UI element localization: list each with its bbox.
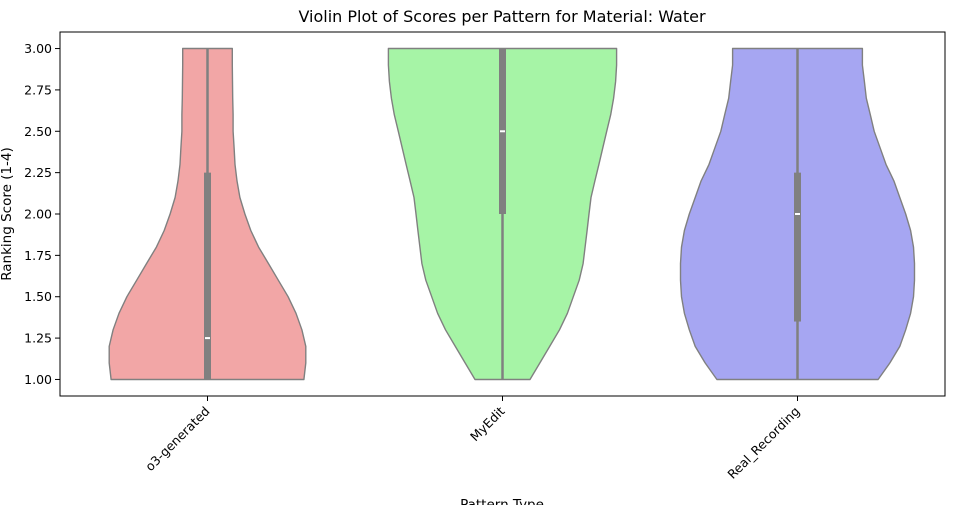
y-tick-label: 1.00 xyxy=(24,372,52,387)
x-tick-label: MyEdit xyxy=(467,403,508,444)
y-tick-label: 2.75 xyxy=(24,82,52,97)
chart-title: Violin Plot of Scores per Pattern for Ma… xyxy=(298,7,706,26)
y-tick-label: 1.25 xyxy=(24,331,52,346)
y-tick-label: 3.00 xyxy=(24,41,52,56)
iqr-box-o3-generated xyxy=(204,172,211,380)
plot-frame xyxy=(59,31,946,397)
y-tick-label: 1.50 xyxy=(24,289,52,304)
y-tick-label: 2.00 xyxy=(24,207,52,222)
x-axis-title: Pattern Type xyxy=(460,497,544,505)
y-tick-label: 1.75 xyxy=(24,248,52,263)
y-axis-title: Ranking Score (1-4) xyxy=(0,147,15,281)
y-tick-label: 2.25 xyxy=(24,165,52,180)
iqr-box-Real_Recording xyxy=(794,172,801,322)
x-tick-label: o3-generated xyxy=(142,404,212,474)
y-tick-label: 2.50 xyxy=(24,124,52,139)
x-tick-label: Real_Recording xyxy=(724,404,802,482)
